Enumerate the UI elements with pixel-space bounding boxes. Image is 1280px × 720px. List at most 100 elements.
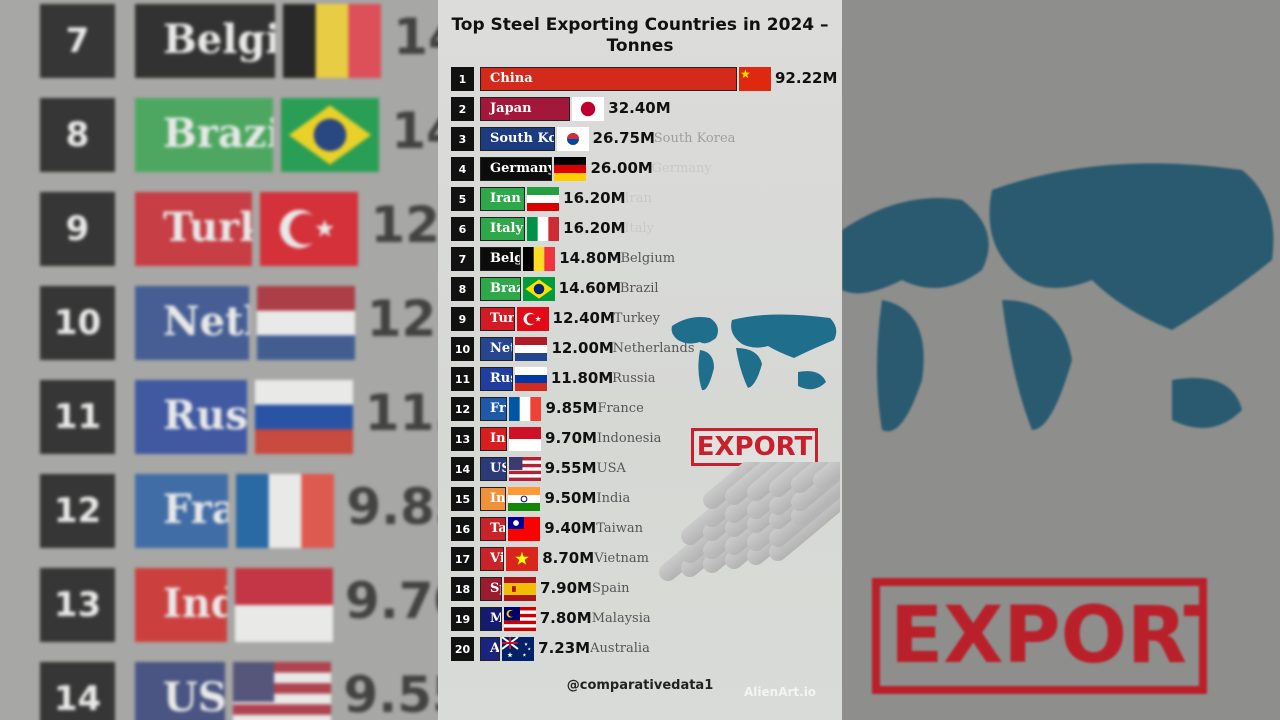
bar-belgium: Belgium: [135, 4, 276, 78]
bar-brazil: Brazil: [480, 277, 521, 301]
blurred-bar-row: 12 France 9.85M: [40, 474, 438, 548]
bar-label: Germany: [490, 161, 553, 176]
flag-malaysia-icon: [503, 607, 536, 632]
rank-badge: 11: [40, 380, 115, 454]
value-label: 9.50M: [544, 489, 597, 507]
bar-france: France: [135, 474, 229, 548]
rank-badge: 13: [451, 427, 474, 451]
flag-indonesia-icon: [234, 568, 333, 643]
flag-south-korea-icon: [556, 127, 589, 151]
bar-vietnam: Vietnam: [480, 547, 505, 571]
export-stamp: EXPORT: [691, 428, 818, 466]
value-label: 12.00M: [366, 290, 438, 348]
blurred-bar-row: 7 Belgium 14.80M: [40, 4, 438, 78]
rank-badge: 5: [451, 187, 474, 211]
value-label: 11.80M: [364, 384, 438, 442]
flag-japan-icon: [572, 97, 605, 121]
flag-taiwan-icon: [508, 517, 541, 541]
bar-malaysia: Malaysia: [480, 607, 502, 631]
rank-badge: 2: [451, 97, 474, 121]
bar-label: Netherlands: [490, 341, 512, 356]
blurred-background-right: EXPORT: [842, 0, 1280, 720]
bar-label: Russia: [490, 371, 512, 386]
flag-china-icon: [739, 67, 771, 91]
bar-label: Belgium: [490, 251, 520, 266]
bar-indonesia: Indonesia: [135, 568, 227, 642]
bar-south-korea: South Korea: [480, 127, 555, 151]
value-label: 7.80M: [539, 609, 592, 627]
watermark: AlienArt.io: [744, 685, 817, 699]
bar-label: Taiwan: [490, 521, 507, 536]
chart-title: Top Steel Exporting Countries in 2024 – …: [451, 15, 829, 56]
bar-russia: Russia: [135, 380, 247, 454]
bar-label: Italy: [490, 221, 524, 236]
steel-rods-icon: [659, 462, 840, 581]
bar-india: India: [480, 487, 507, 511]
rank-badge: 15: [451, 487, 474, 511]
bar-label: Iran: [490, 191, 521, 206]
rank-badge: 19: [451, 607, 474, 631]
country-name: Belgium: [620, 251, 676, 266]
rank-badge: 20: [451, 637, 474, 661]
steel-rod: [813, 462, 840, 489]
value-label: 12.40M: [552, 309, 615, 327]
bar-japan: Japan: [480, 97, 571, 121]
value-label: 11.80M: [550, 369, 614, 387]
chart-panel: Top Steel Exporting Countries in 2024 – …: [438, 0, 842, 720]
value-label: 16.20M: [563, 219, 626, 237]
country-name: South Korea: [653, 131, 736, 146]
bar-label: Turkey: [490, 311, 515, 326]
value-label: 9.85M: [346, 478, 438, 536]
bar-label: Brazil: [490, 281, 520, 296]
bar-usa: USA: [135, 662, 226, 720]
flag-usa-icon: [508, 457, 541, 482]
bar-label: Brazil: [163, 110, 273, 157]
value-label: 12.40M: [370, 196, 438, 254]
rank-badge: 16: [451, 517, 474, 541]
flag-netherlands-icon: [256, 286, 355, 361]
flag-india-icon: [508, 487, 541, 512]
flag-turkey-icon: [516, 307, 549, 331]
bar-label: South Korea: [490, 131, 554, 146]
value-label: 32.40M: [608, 99, 671, 117]
country-name: Italy: [624, 221, 654, 236]
bar-label: Russia: [163, 392, 247, 439]
value-label: 12.00M: [551, 339, 614, 357]
flag-netherlands-icon: [515, 337, 548, 362]
bar-iran: Iran: [480, 187, 526, 211]
country-name: Australia: [590, 641, 650, 656]
rank-badge: 12: [40, 474, 115, 548]
bar-brazil: Brazil: [135, 98, 274, 172]
value-label: 7.23M: [538, 639, 591, 657]
rank-badge: 14: [451, 457, 474, 481]
steel-rod: [791, 462, 840, 493]
bar-row: 2 Japan 32.40M: [438, 97, 842, 121]
value-label: 26.75M: [592, 129, 655, 147]
value-label: 16.20M: [563, 189, 626, 207]
flag-indonesia-icon: [509, 427, 542, 452]
rank-badge: 7: [40, 4, 115, 78]
world-map-blurred-icon: [842, 163, 1274, 432]
rank-badge: 13: [40, 568, 115, 642]
value-label: 14.60M: [391, 102, 438, 160]
blurred-background-left: 7 Belgium 14.80M 8 Brazil 14.60M 9 Turkey 12.40M…: [0, 0, 438, 720]
value-label: 14.80M: [393, 8, 438, 66]
bar-label: Malaysia: [490, 611, 501, 626]
bar-label: Netherlands: [163, 298, 249, 345]
bar-germany: Germany: [480, 157, 553, 181]
flag-italy-icon: [527, 217, 560, 241]
bar-spain: Spain: [480, 577, 503, 601]
value-label: 9.55M: [544, 459, 597, 477]
bar-netherlands: Netherlands: [135, 286, 249, 360]
value-label: 14.80M: [559, 249, 622, 267]
country-name: India: [596, 491, 631, 506]
rank-badge: 1: [451, 67, 474, 91]
world-map-icon: [671, 314, 837, 391]
bar-label: Spain: [490, 581, 501, 596]
